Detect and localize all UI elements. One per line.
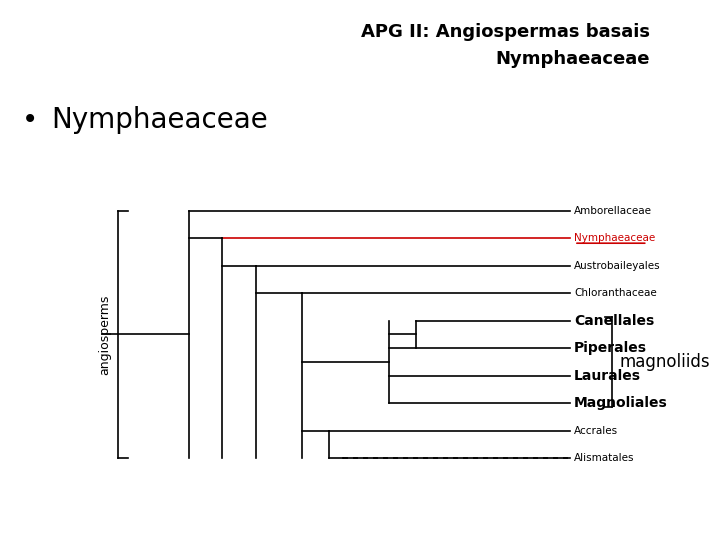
Text: Nymphaeaceae: Nymphaeaceae bbox=[496, 50, 650, 68]
Text: Laurales: Laurales bbox=[574, 369, 641, 383]
Text: Chloranthaceae: Chloranthaceae bbox=[574, 288, 657, 298]
Text: APG II: Angiospermas basais: APG II: Angiospermas basais bbox=[361, 23, 650, 41]
Text: •: • bbox=[22, 106, 37, 133]
Text: Nymphaeaceae: Nymphaeaceae bbox=[52, 106, 269, 133]
Text: Magnoliales: Magnoliales bbox=[574, 396, 668, 410]
Text: Austrobaileyales: Austrobaileyales bbox=[574, 261, 661, 271]
Text: magnoliids: magnoliids bbox=[619, 353, 710, 371]
Text: angiosperms: angiosperms bbox=[99, 294, 112, 375]
Text: Alismatales: Alismatales bbox=[574, 453, 634, 463]
Text: Nymphaeaceae: Nymphaeaceae bbox=[574, 233, 655, 244]
Text: Accrales: Accrales bbox=[574, 426, 618, 436]
Text: Amborellaceae: Amborellaceae bbox=[574, 206, 652, 216]
Text: Canellales: Canellales bbox=[574, 314, 654, 328]
Text: Piperales: Piperales bbox=[574, 341, 647, 355]
